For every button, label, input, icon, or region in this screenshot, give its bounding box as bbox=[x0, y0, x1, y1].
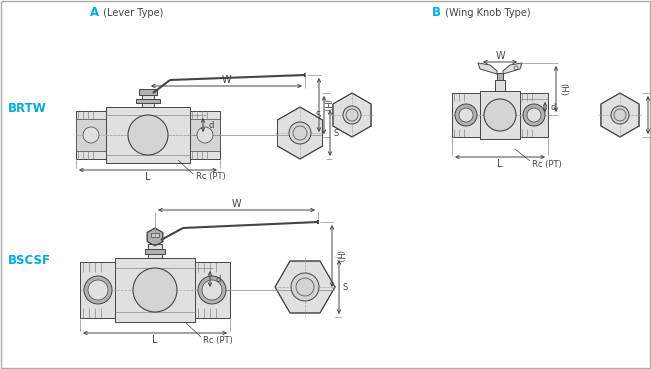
Bar bbox=[145, 249, 165, 254]
Circle shape bbox=[459, 108, 473, 122]
Bar bbox=[142, 93, 154, 107]
Bar bbox=[495, 80, 505, 91]
Circle shape bbox=[133, 268, 177, 312]
Polygon shape bbox=[277, 107, 322, 159]
Circle shape bbox=[198, 276, 226, 304]
Circle shape bbox=[202, 280, 222, 300]
Text: S: S bbox=[342, 283, 348, 292]
Circle shape bbox=[484, 99, 516, 131]
Polygon shape bbox=[601, 93, 639, 137]
Polygon shape bbox=[333, 93, 371, 137]
Text: B: B bbox=[432, 7, 441, 20]
Text: W: W bbox=[222, 75, 231, 85]
Bar bbox=[190, 119, 220, 151]
Bar bbox=[76, 119, 106, 151]
Circle shape bbox=[289, 122, 311, 144]
Text: S: S bbox=[315, 110, 321, 120]
Text: (Wing Knob Type): (Wing Knob Type) bbox=[442, 8, 531, 18]
Bar bbox=[106, 107, 190, 163]
Text: d: d bbox=[550, 103, 556, 111]
Text: Rc (PT): Rc (PT) bbox=[532, 159, 562, 169]
Polygon shape bbox=[275, 261, 335, 313]
Circle shape bbox=[128, 115, 168, 155]
Circle shape bbox=[523, 104, 545, 126]
Bar bbox=[190, 111, 220, 159]
Text: (H): (H) bbox=[559, 83, 568, 96]
Text: A: A bbox=[90, 7, 99, 20]
Bar bbox=[452, 93, 480, 137]
Polygon shape bbox=[147, 228, 163, 246]
Text: d: d bbox=[208, 121, 214, 130]
Bar bbox=[497, 73, 503, 80]
Circle shape bbox=[83, 127, 99, 143]
Polygon shape bbox=[503, 63, 522, 74]
Circle shape bbox=[197, 127, 213, 143]
Text: S: S bbox=[333, 128, 339, 138]
Text: Rc (PT): Rc (PT) bbox=[196, 172, 226, 182]
Bar bbox=[480, 91, 520, 139]
Bar bbox=[76, 111, 106, 159]
Circle shape bbox=[84, 276, 112, 304]
Bar bbox=[80, 262, 115, 318]
Text: (H): (H) bbox=[322, 99, 331, 111]
Text: d: d bbox=[215, 275, 221, 283]
Text: (Lever Type): (Lever Type) bbox=[100, 8, 163, 18]
Text: W: W bbox=[495, 51, 505, 61]
Text: W: W bbox=[232, 199, 242, 209]
Text: Rc (PT): Rc (PT) bbox=[203, 335, 233, 345]
Bar bbox=[136, 99, 160, 103]
Circle shape bbox=[527, 108, 541, 122]
Bar bbox=[148, 244, 162, 258]
Text: L: L bbox=[145, 172, 151, 182]
Text: BRTW: BRTW bbox=[8, 101, 47, 114]
Circle shape bbox=[611, 106, 629, 124]
Bar bbox=[520, 93, 548, 137]
Text: L: L bbox=[152, 335, 158, 345]
Bar bbox=[139, 89, 157, 95]
Bar bbox=[195, 262, 230, 318]
Text: (H): (H) bbox=[335, 249, 344, 262]
Circle shape bbox=[343, 106, 361, 124]
Circle shape bbox=[455, 104, 477, 126]
Circle shape bbox=[291, 273, 319, 301]
Text: L: L bbox=[497, 159, 503, 169]
Polygon shape bbox=[478, 63, 497, 74]
Text: BSCSF: BSCSF bbox=[8, 254, 51, 266]
Bar bbox=[115, 258, 195, 322]
Bar bbox=[151, 233, 159, 237]
Circle shape bbox=[88, 280, 108, 300]
